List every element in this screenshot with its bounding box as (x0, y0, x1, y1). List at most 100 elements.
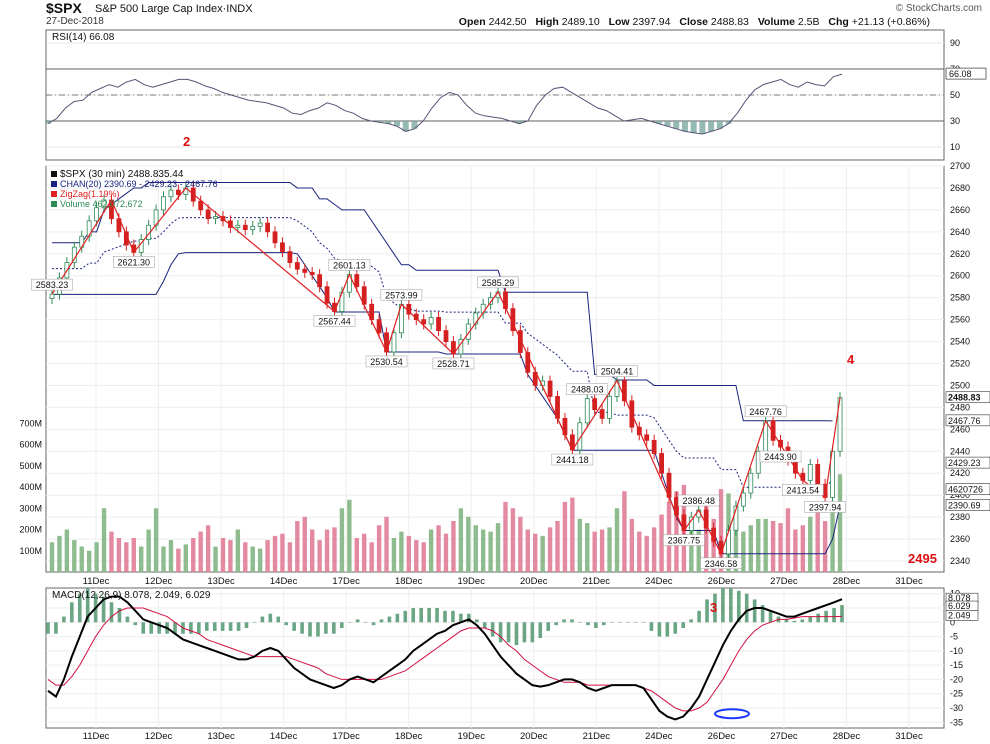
candle-body (294, 262, 300, 270)
price-tick-label: 2620 (950, 249, 970, 259)
annotation-2495: 2495 (908, 551, 937, 566)
macd-histogram-bar (482, 622, 487, 628)
macd-panel (45, 587, 945, 729)
volume-tick-label: 300M (19, 503, 42, 513)
price-tick-label: 2600 (950, 271, 970, 281)
macd-histogram-bar (46, 622, 50, 634)
price-point-label: 2386.48 (682, 496, 715, 506)
price-label-box (566, 383, 609, 395)
macd-histogram-bar (387, 616, 392, 623)
price-tick-label: 2360 (950, 534, 970, 544)
volume-bar (540, 535, 545, 572)
volume-bar (599, 529, 605, 572)
volume-bar (139, 546, 144, 572)
price-tick-label: 2520 (950, 359, 970, 369)
price-point-label: 2441.18 (556, 455, 589, 465)
macd-x-tick-label: 31Dec (895, 731, 923, 742)
price-tick-label: 2560 (950, 315, 970, 325)
macd-histogram-bar (602, 622, 606, 626)
macd-histogram-bar (538, 622, 543, 638)
price-legend-entry: Volume 462,072,672 (60, 199, 143, 209)
macd-histogram-bar (490, 622, 495, 637)
macd-x-tick-label: 28Dec (833, 731, 861, 742)
price-panel (45, 165, 945, 573)
price-label-box (596, 365, 638, 377)
volume-bar (822, 521, 828, 572)
macd-x-tick-label: 24Dec (645, 731, 673, 742)
candle-body (733, 505, 739, 531)
macd-histogram-bar (586, 622, 590, 626)
macd-histogram-bar (729, 588, 733, 623)
price-point-label: 2530.54 (370, 357, 403, 367)
macd-histogram-bar (721, 588, 725, 623)
candle-body (815, 464, 821, 485)
macd-histogram-bar (474, 619, 479, 623)
symbol-title: $SPX (46, 0, 82, 16)
candle-body (547, 380, 553, 397)
candle-body (302, 268, 308, 273)
candle-body (465, 323, 471, 340)
candle-body (592, 398, 598, 410)
price-right-label-box (945, 456, 990, 469)
volume-bar (369, 542, 374, 572)
rsi-tick-label: 10 (950, 142, 960, 152)
price-tick-label: 2340 (950, 556, 970, 566)
macd-x-tick-label: 18Dec (395, 731, 423, 742)
volume-bar (659, 514, 664, 572)
price-label-box (328, 259, 371, 271)
candle-body (755, 450, 761, 474)
price-x-tick-label: 11Dec (83, 576, 110, 587)
macd-histogram-bar (451, 610, 455, 623)
channel-mid-line (52, 217, 833, 488)
price-label-box (677, 494, 720, 507)
price-x-tick-label: 31Dec (895, 576, 923, 587)
price-point-label: 2573.99 (385, 290, 418, 300)
price-tick-label: 2580 (950, 293, 970, 303)
candle-body (503, 291, 508, 310)
macd-histogram-bar (705, 599, 709, 623)
macd-histogram-bar (54, 622, 58, 634)
close-label: Close (679, 16, 708, 28)
candle-body (436, 317, 441, 331)
volume-bar (124, 542, 129, 572)
volume-bar (399, 531, 404, 572)
volume-bar (562, 501, 568, 572)
volume-bar (466, 516, 471, 572)
macd-histogram-bar (101, 596, 106, 623)
stockcharts-credit[interactable]: © StockCharts.com (895, 3, 982, 14)
volume-bar (651, 527, 657, 572)
price-label-box (112, 256, 155, 268)
price-x-tick-label: 18Dec (395, 576, 423, 587)
macd-histogram-bar (300, 622, 304, 634)
volume-bar (243, 542, 248, 572)
volume-bar (733, 523, 739, 572)
volume-bar (57, 535, 62, 572)
price-point-label: 2413.54 (787, 485, 820, 495)
macd-histogram-bar (459, 613, 463, 623)
price-point-label: 2585.29 (482, 278, 515, 288)
volume-bar (570, 497, 575, 572)
candle-body (168, 189, 174, 198)
price-x-tick-label: 14Dec (270, 576, 298, 587)
candle-body (272, 231, 278, 244)
macd-histogram-bar (395, 613, 400, 623)
macd-x-tick-label: 21Dec (583, 731, 611, 742)
macd-tick-label: -35 (950, 717, 963, 727)
volume-bar (436, 525, 441, 572)
candle-body (213, 216, 218, 220)
price-x-tick-label: 21Dec (583, 576, 611, 587)
price-tick-label: 2400 (950, 490, 970, 500)
volume-bar (518, 516, 523, 572)
macd-histogram-bar (276, 616, 281, 623)
volume-bar (49, 542, 55, 572)
volume-bar (280, 533, 285, 572)
volume-bar (213, 546, 218, 572)
price-label-box (759, 450, 802, 463)
candle-body (94, 207, 100, 222)
volume-bar (235, 529, 241, 572)
volume-bar (168, 540, 174, 572)
volume-tick-label: 400M (19, 482, 42, 492)
candle-body (659, 453, 664, 474)
volume-bar (674, 491, 679, 572)
